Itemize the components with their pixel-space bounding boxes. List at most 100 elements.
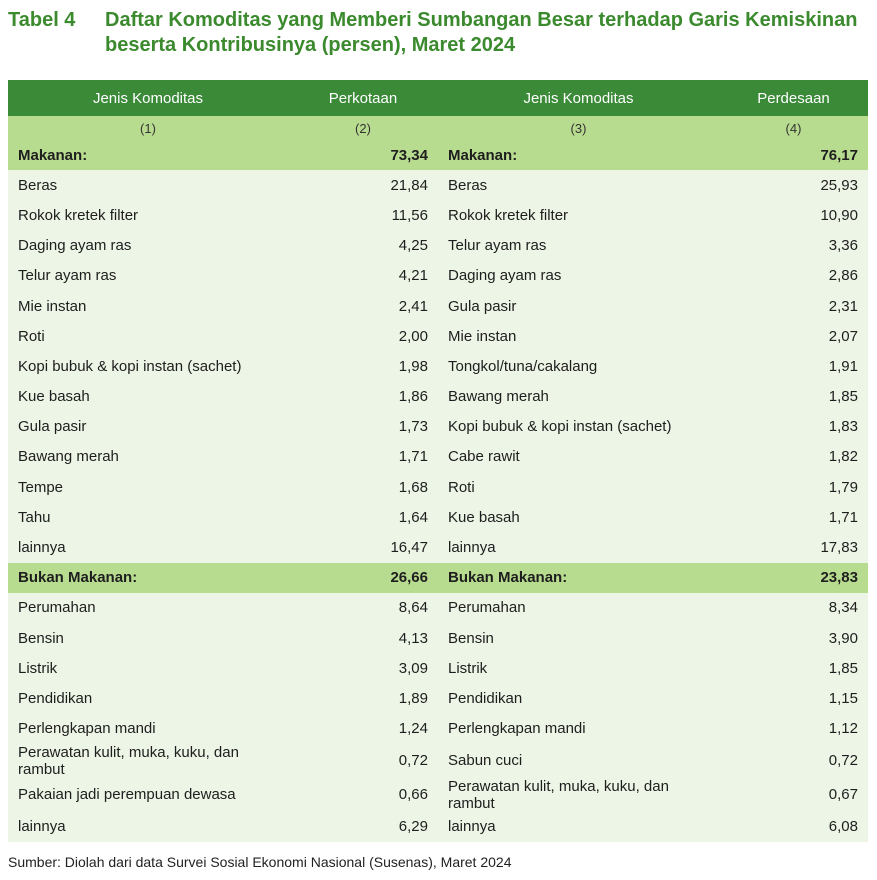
value-urban: 16,47	[390, 539, 428, 557]
value-rural: 1,91	[828, 357, 858, 375]
value-urban: 1,73	[398, 418, 428, 436]
commodity-urban: Rokok kretek filter	[18, 206, 139, 224]
value-urban: 11,56	[391, 206, 428, 224]
value-urban: 1,64	[398, 508, 428, 526]
commodity-rural: Daging ayam ras	[448, 267, 562, 285]
table-row: Pakaian jadi perempuan dewasa 0,66 Perawat…	[8, 777, 868, 812]
value-urban: 0,66	[398, 786, 428, 804]
table-title: Tabel 4 Daftar Komoditas yang Memberi Su…	[8, 8, 868, 58]
value-rural: 3,36	[828, 237, 858, 255]
group-label-left: Makanan:	[18, 146, 88, 164]
group-total-left: 73,34	[390, 146, 428, 164]
commodity-urban: Kue basah	[18, 388, 90, 406]
commodity-urban: Roti	[18, 327, 45, 345]
value-urban: 1,86	[398, 388, 428, 406]
column-number-1: (1)	[140, 120, 156, 136]
commodity-urban: Perawatan kulit, muka, kuku, dan rambut	[18, 743, 239, 778]
table-row: Tahu 1,64 Kue basah 1,71	[8, 502, 868, 533]
caption-line-2: beserta Kontribusinya (persen), Maret 20…	[105, 34, 516, 56]
group-total-left: 26,66	[390, 569, 428, 587]
value-rural: 1,12	[828, 720, 858, 738]
value-rural: 2,86	[828, 267, 858, 285]
value-urban: 4,25	[398, 237, 428, 255]
commodity-rural: Bawang merah	[448, 388, 549, 406]
column-number-2: (2)	[355, 120, 371, 136]
commodity-rural: Perawatan kulit, muka, kuku, dan rambut	[448, 777, 669, 812]
commodity-rural: Bensin	[448, 629, 494, 647]
value-urban: 2,41	[398, 297, 428, 315]
commodity-urban: Mie instan	[18, 297, 87, 315]
table-row: Kopi bubuk & kopi instan (sachet) 1,98 Ton…	[8, 351, 868, 382]
caption-line-1: Daftar Komoditas yang Memberi Sumbangan …	[105, 9, 858, 31]
table-row: Pendidikan 1,89 Pendidikan 1,15	[8, 683, 868, 714]
group-row-makanan: Makanan: 73,34 Makanan: 76,17	[8, 140, 868, 171]
table-row: lainnya 16,47 lainnya 17,83	[8, 532, 868, 563]
group-label-left: Bukan Makanan:	[18, 569, 138, 587]
commodity-urban: Pendidikan	[18, 689, 93, 707]
commodity-rural: lainnya	[448, 539, 496, 557]
commodity-urban: Bensin	[18, 629, 64, 647]
value-rural: 1,85	[828, 388, 858, 406]
commodity-urban: Bawang merah	[18, 448, 119, 466]
table-row: Perawatan kulit, muka, kuku, dan rambut 0…	[8, 743, 868, 778]
value-rural: 2,07	[828, 327, 858, 345]
commodity-rural: lainnya	[448, 818, 496, 836]
table-row: Bawang merah 1,71 Cabe rawit 1,82	[8, 441, 868, 473]
value-rural: 1,82	[828, 448, 858, 466]
table-row: Mie instan 2,41 Gula pasir 2,31	[8, 290, 868, 322]
source-note: Sumber: Diolah dari data Survei Sosial E…	[8, 854, 512, 870]
table-row: Roti 2,00 Mie instan 2,07	[8, 321, 868, 352]
column-number-4: (4)	[785, 120, 802, 136]
value-urban: 1,71	[398, 448, 428, 466]
table-row: Perlengkapan mandi 1,24 Perlengkapan mandi…	[8, 713, 868, 744]
commodity-rural: Kue basah	[448, 508, 520, 526]
commodity-rural: Beras	[448, 176, 488, 194]
commodity-urban: Perlengkapan mandi	[18, 720, 156, 738]
header-commodity-rural: Jenis Komoditas	[523, 89, 634, 107]
commodity-rural: Roti	[448, 478, 475, 496]
header-commodity-urban: Jenis Komoditas	[92, 89, 204, 107]
value-rural: 1,85	[828, 659, 858, 677]
column-number-row: (1) (2) (3) (4)	[8, 116, 868, 140]
value-rural: 17,83	[820, 539, 858, 557]
table-row: Beras 21,84 Beras 25,93	[8, 170, 868, 201]
commodity-urban: Kopi bubuk & kopi instan (sachet)	[18, 357, 242, 375]
commodity-rural: Mie instan	[448, 327, 517, 345]
commodity-rural: Pendidikan	[448, 689, 523, 707]
group-total-right: 23,83	[820, 569, 858, 587]
commodity-rural: Listrik	[448, 659, 488, 677]
commodity-urban: Gula pasir	[18, 418, 87, 436]
header-row: Jenis Komoditas Perkotaan Jenis Komodita…	[8, 80, 868, 116]
header-perdesaan: Perdesaan	[757, 89, 830, 107]
group-label-right: Makanan:	[448, 146, 518, 164]
value-rural: 25,93	[820, 176, 858, 194]
table-row: Telur ayam ras 4,21 Daging ayam ras 2,86	[8, 260, 868, 291]
value-urban: 1,24	[398, 720, 428, 738]
value-urban: 1,89	[398, 689, 428, 707]
table-number: Tabel 4	[8, 9, 76, 31]
commodity-rural: Gula pasir	[448, 297, 517, 315]
value-rural: 1,83	[828, 418, 858, 436]
table-row: Bensin 4,13 Bensin 3,90	[8, 623, 868, 654]
commodity-rural: Perumahan	[448, 599, 526, 617]
value-rural: 0,72	[828, 752, 858, 770]
value-rural: 1,79	[828, 478, 858, 496]
table-row: Daging ayam ras 4,25 Telur ayam ras 3,36	[8, 230, 868, 261]
group-label-right: Bukan Makanan:	[448, 569, 568, 587]
commodity-rural: Tongkol/tuna/cakalang	[448, 357, 598, 375]
table-row: Kue basah 1,86 Bawang merah 1,85	[8, 381, 868, 412]
value-rural: 0,67	[828, 786, 858, 804]
header-perkotaan: Perkotaan	[328, 89, 398, 107]
group-row-bukan-makanan: Bukan Makanan: 26,66 Bukan Makanan: 23,8…	[8, 562, 868, 593]
value-urban: 3,09	[398, 659, 428, 677]
value-rural: 2,31	[828, 297, 858, 315]
group-total-right: 76,17	[820, 146, 858, 164]
commodity-rural: Telur ayam ras	[448, 237, 547, 255]
value-rural: 1,71	[828, 508, 858, 526]
column-number-3: (3)	[570, 120, 587, 136]
commodity-urban: Listrik	[18, 659, 58, 677]
commodity-urban: Beras	[18, 176, 58, 194]
table-row: Listrik 3,09 Listrik 1,85	[8, 653, 868, 684]
table-row: Tempe 1,68 Roti 1,79	[8, 472, 868, 503]
commodity-urban: Perumahan	[18, 599, 96, 617]
